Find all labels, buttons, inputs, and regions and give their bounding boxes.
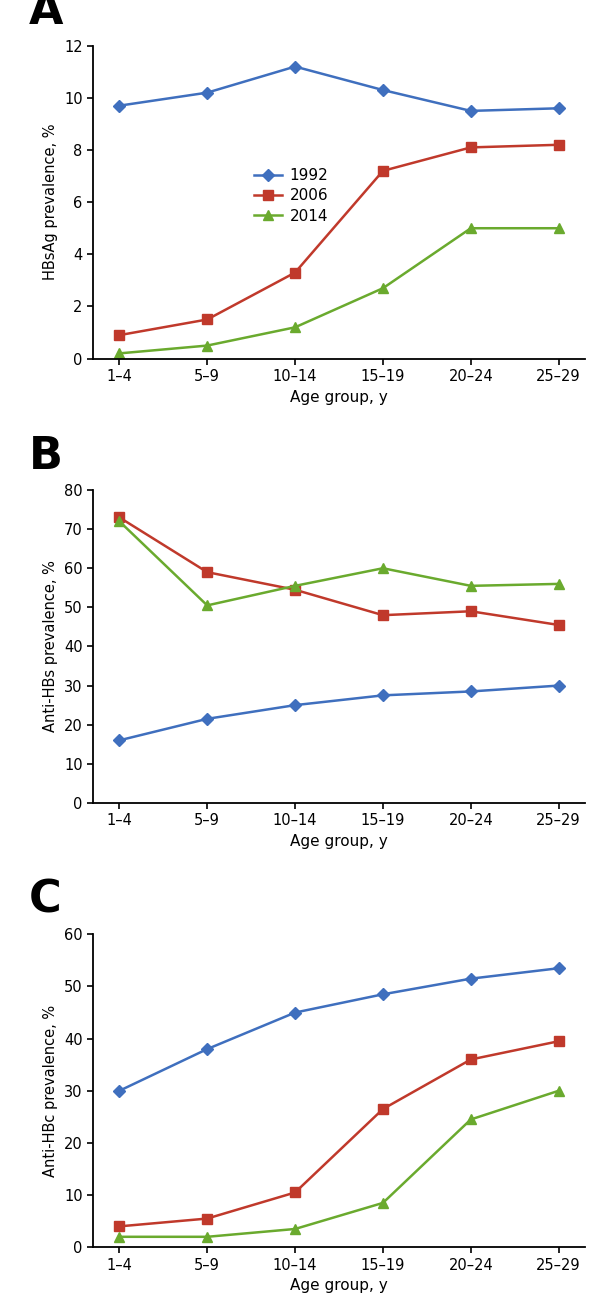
X-axis label: Age group, y: Age group, y [290,835,388,849]
Legend: 1992, 2006, 2014: 1992, 2006, 2014 [248,162,334,230]
Y-axis label: HBsAg prevalence, %: HBsAg prevalence, % [43,124,58,281]
Text: A: A [29,0,64,33]
Text: C: C [29,879,62,922]
X-axis label: Age group, y: Age group, y [290,389,388,405]
Y-axis label: Anti-HBs prevalence, %: Anti-HBs prevalence, % [43,560,58,733]
Y-axis label: Anti-HBc prevalence, %: Anti-HBc prevalence, % [43,1004,58,1177]
Text: B: B [29,435,63,478]
X-axis label: Age group, y: Age group, y [290,1279,388,1293]
